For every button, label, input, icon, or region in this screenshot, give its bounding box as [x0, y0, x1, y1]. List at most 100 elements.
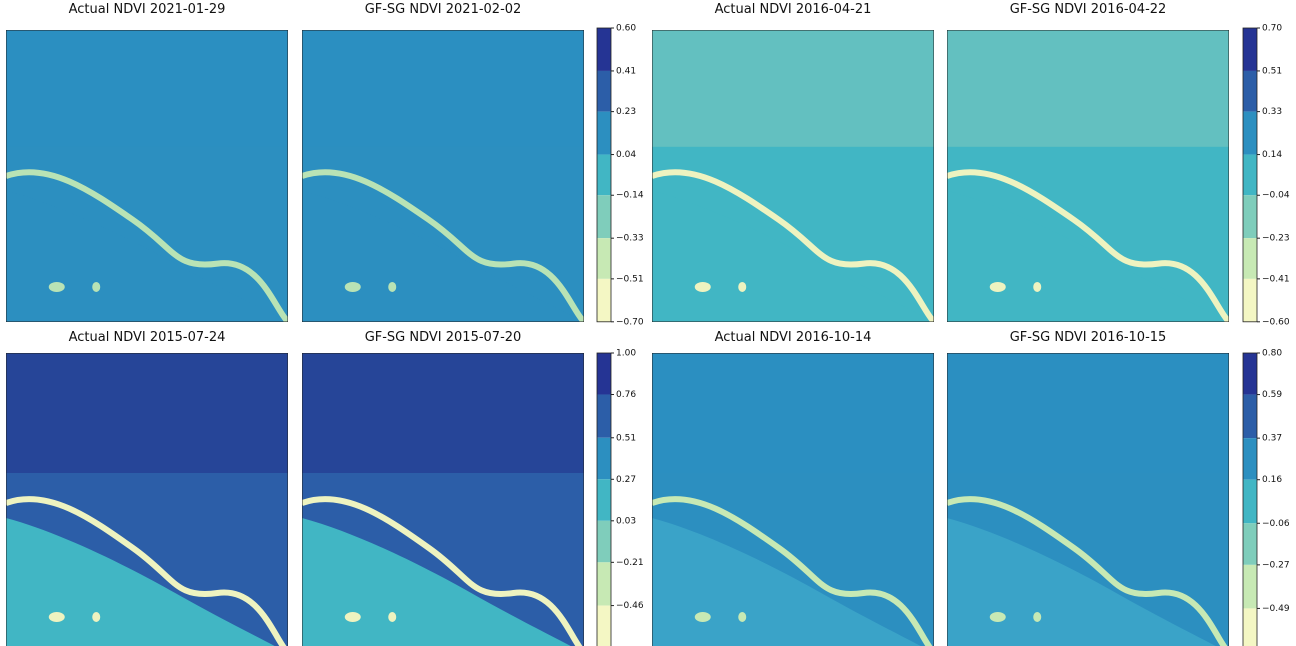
map	[302, 353, 584, 646]
colorbar-band	[597, 562, 611, 605]
colorbar-band	[1243, 71, 1257, 112]
colorbar-tick-label: −0.41	[1262, 274, 1290, 284]
panel-title: GF-SG NDVI 2016-04-22	[1010, 2, 1167, 17]
colorbar-tick-label: 1.00	[616, 349, 636, 359]
colorbar-band	[597, 28, 611, 71]
panel-title: GF-SG NDVI 2015-07-20	[365, 330, 522, 345]
map	[947, 30, 1229, 322]
colorbar-band	[1243, 279, 1257, 322]
colorbar-band	[597, 71, 611, 112]
colorbar-tick-label: −0.70	[616, 317, 644, 327]
panel-title: Actual NDVI 2021-01-29	[69, 2, 226, 17]
colorbar-band	[597, 606, 611, 646]
panel-title: GF-SG NDVI 2021-02-02	[365, 2, 522, 17]
map	[652, 353, 934, 646]
map-top	[652, 30, 934, 147]
map-top	[652, 353, 934, 473]
colorbar-tick-label: −0.49	[1262, 604, 1290, 614]
colorbar-band	[597, 238, 611, 279]
map-pond	[92, 612, 100, 622]
colorbar-band	[597, 438, 611, 480]
colorbar-tick-label: 0.70	[1262, 24, 1282, 34]
colorbar-band	[597, 479, 611, 521]
map-pond	[695, 282, 711, 292]
page: {"figures": [ {"panels": [{"title": "Act…	[0, 0, 1296, 646]
colorbar-tick-label: −0.14	[616, 191, 644, 201]
colorbar-band	[1243, 565, 1257, 609]
map-pond	[990, 612, 1006, 622]
colorbar-tick-label: −0.33	[616, 234, 644, 244]
colorbar-tick-label: −0.06	[1262, 519, 1290, 529]
colorbar-band	[1243, 28, 1257, 71]
colorbar-band	[1243, 238, 1257, 279]
map-top	[6, 353, 288, 473]
colorbar-band	[1243, 395, 1257, 439]
figure: Actual NDVI 2021-01-29 GF-SG NDVI 2021-02…	[0, 0, 1296, 646]
colorbar-band	[597, 195, 611, 238]
map-top	[947, 353, 1229, 473]
colorbar-band	[1243, 480, 1257, 524]
colorbar-tick-label: −0.46	[616, 601, 644, 611]
map	[6, 353, 288, 646]
map-top	[302, 353, 584, 473]
map	[652, 30, 934, 322]
colorbar-band	[1243, 353, 1257, 395]
colorbar-tick-label: 0.41	[616, 66, 636, 76]
colorbar-tick-label: −0.23	[1262, 234, 1290, 244]
map-pond	[388, 282, 396, 292]
colorbar-tick-label: 0.03	[616, 516, 636, 526]
map-top	[302, 30, 584, 147]
colorbar-tick-label: −0.21	[616, 558, 644, 568]
colorbar-band	[597, 353, 611, 395]
colorbar-tick-label: 0.60	[616, 24, 636, 34]
colorbar-band	[597, 155, 611, 196]
map	[947, 353, 1229, 646]
colorbar-tick-label: 0.33	[1262, 107, 1282, 117]
colorbar-band	[1243, 608, 1257, 646]
colorbar-tick-label: −0.04	[1262, 191, 1290, 201]
colorbar-band	[1243, 438, 1257, 480]
map-pond	[695, 612, 711, 622]
colorbar-tick-label: −0.51	[616, 274, 644, 284]
map-pond	[388, 612, 396, 622]
map-pond	[92, 282, 100, 292]
map-pond	[1033, 612, 1041, 622]
colorbar-tick-label: 0.16	[1262, 475, 1282, 485]
map-pond	[49, 282, 65, 292]
map-top	[6, 30, 288, 147]
map-pond	[1033, 282, 1041, 292]
colorbar-band	[1243, 195, 1257, 238]
map-pond	[345, 612, 361, 622]
colorbar-tick-label: 0.76	[616, 390, 636, 400]
map-pond	[738, 612, 746, 622]
map-pond	[345, 282, 361, 292]
panel-title: Actual NDVI 2015-07-24	[69, 330, 226, 345]
colorbar-band	[1243, 112, 1257, 155]
colorbar-band	[597, 395, 611, 438]
map-pond	[49, 612, 65, 622]
map	[6, 30, 288, 322]
colorbar-tick-label: 0.23	[616, 107, 636, 117]
colorbar-band	[597, 112, 611, 155]
colorbar-tick-label: 0.51	[1262, 66, 1282, 76]
map-pond	[738, 282, 746, 292]
colorbar-tick-label: 0.27	[616, 475, 636, 485]
panel-title: Actual NDVI 2016-10-14	[715, 330, 872, 345]
colorbar-band	[597, 521, 611, 563]
colorbar-tick-label: 0.04	[616, 150, 636, 160]
colorbar-tick-label: −0.27	[1262, 560, 1290, 570]
colorbar-tick-label: 0.51	[616, 433, 636, 443]
map-top	[947, 30, 1229, 147]
colorbar-tick-label: 0.80	[1262, 349, 1282, 359]
panel-title: Actual NDVI 2016-04-21	[715, 2, 872, 17]
colorbar-band	[597, 279, 611, 322]
colorbar-tick-label: 0.37	[1262, 434, 1282, 444]
colorbar-tick-label: 0.59	[1262, 390, 1282, 400]
colorbar-tick-label: 0.14	[1262, 150, 1282, 160]
colorbar-band	[1243, 155, 1257, 196]
map-pond	[990, 282, 1006, 292]
map	[302, 30, 584, 322]
panel-title: GF-SG NDVI 2016-10-15	[1010, 330, 1167, 345]
colorbar-band	[1243, 523, 1257, 565]
colorbar-tick-label: −0.60	[1262, 317, 1290, 327]
